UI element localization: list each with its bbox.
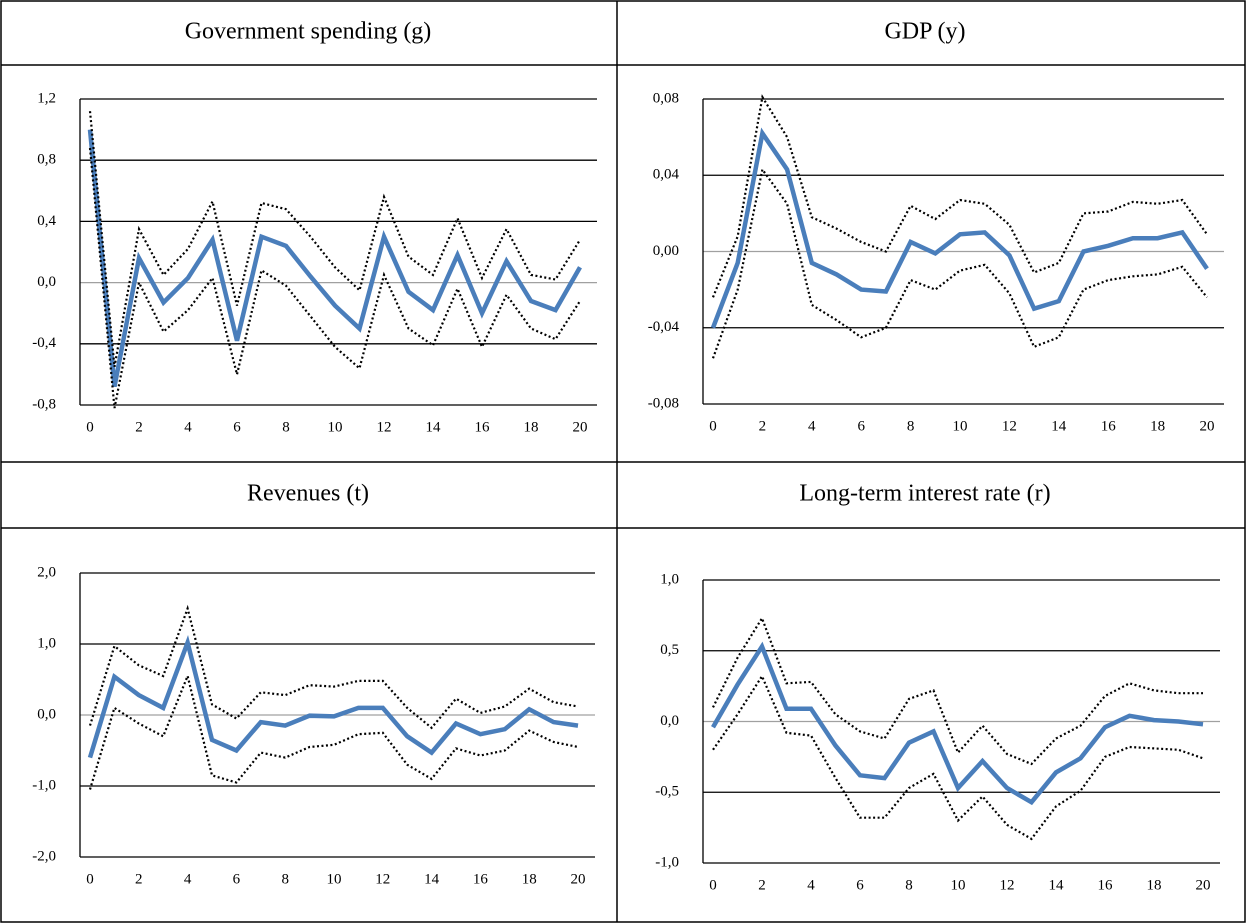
y-tick-label: -1,0 [32, 777, 56, 793]
y-tick-label: 1,0 [660, 571, 679, 587]
x-tick-label: 8 [905, 877, 913, 893]
response-line [711, 641, 1204, 806]
y-tick-label: 0,04 [653, 167, 680, 183]
x-tick-label: 2 [758, 877, 766, 893]
x-tick-label: 4 [184, 419, 192, 435]
y-tick-label: 0,0 [37, 274, 56, 290]
x-tick-label: 6 [856, 877, 864, 893]
x-tick-label: 8 [907, 418, 915, 434]
x-tick-label: 20 [1196, 877, 1211, 893]
y-tick-label: 0,0 [660, 713, 679, 729]
x-tick-label: 20 [573, 419, 588, 435]
x-tick-label: 14 [1049, 877, 1065, 893]
x-tick-label: 20 [1200, 418, 1215, 434]
y-tick-label: -0,04 [648, 319, 680, 335]
x-tick-label: 16 [1101, 418, 1117, 434]
y-tick-label: 2,0 [37, 564, 56, 580]
y-tick-label: -2,0 [32, 848, 56, 864]
x-tick-label: 18 [522, 871, 537, 887]
chart-title: Government spending (g) [185, 19, 432, 45]
x-tick-label: 12 [1002, 418, 1017, 434]
x-tick-label: 18 [1147, 877, 1162, 893]
x-tick-label: 10 [327, 871, 342, 887]
response-line [710, 127, 1209, 329]
x-tick-label: 8 [282, 419, 290, 435]
response-line [87, 129, 582, 388]
x-tick-label: 18 [524, 419, 539, 435]
x-tick-label: 14 [1051, 418, 1067, 434]
x-tick-label: 0 [86, 419, 94, 435]
y-tick-label: -1,0 [655, 854, 679, 870]
x-tick-label: 0 [709, 418, 717, 434]
y-tick-label: -0,4 [32, 335, 56, 351]
x-tick-label: 0 [86, 871, 94, 887]
confidence-band [711, 166, 1208, 359]
x-tick-label: 14 [424, 871, 440, 887]
x-tick-label: 8 [281, 871, 289, 887]
y-tick-label: 0,4 [37, 213, 56, 229]
y-tick-label: -0,08 [648, 395, 679, 411]
x-tick-label: 12 [1000, 877, 1015, 893]
x-tick-label: 4 [184, 871, 192, 887]
y-tick-label: -0,5 [655, 784, 679, 800]
y-tick-label: 0,08 [653, 90, 679, 106]
x-tick-label: 0 [709, 877, 717, 893]
confidence-band [88, 111, 581, 367]
y-tick-label: 1,0 [37, 635, 56, 651]
x-tick-label: 6 [233, 871, 241, 887]
x-tick-label: 12 [377, 419, 392, 435]
y-tick-label: 0,00 [653, 243, 679, 259]
response-line [87, 635, 579, 759]
confidence-band [711, 94, 1208, 298]
x-tick-label: 14 [426, 419, 442, 435]
x-tick-label: 16 [1098, 877, 1114, 893]
confidence-band [712, 615, 1203, 766]
confidence-band [88, 604, 579, 730]
x-tick-label: 10 [953, 418, 968, 434]
x-tick-label: 6 [857, 418, 865, 434]
x-tick-label: 16 [475, 419, 491, 435]
x-tick-label: 10 [951, 877, 966, 893]
x-tick-label: 4 [807, 877, 815, 893]
y-tick-label: 1,2 [37, 90, 56, 106]
y-tick-label: 0,0 [37, 706, 56, 722]
chart-title: GDP (y) [884, 19, 965, 45]
confidence-band [712, 673, 1204, 841]
x-tick-label: 2 [135, 871, 143, 887]
confidence-band [88, 147, 581, 409]
chart-title: Revenues (t) [247, 481, 369, 507]
x-tick-label: 20 [571, 871, 586, 887]
x-tick-label: 2 [759, 418, 767, 434]
x-tick-label: 4 [808, 418, 816, 434]
x-tick-label: 18 [1150, 418, 1165, 434]
y-tick-label: -0,8 [32, 396, 56, 412]
x-tick-label: 16 [473, 871, 489, 887]
y-tick-label: 0,5 [660, 642, 679, 658]
x-tick-label: 6 [233, 419, 241, 435]
chart-title: Long-term interest rate (r) [799, 481, 1050, 507]
confidence-band [88, 672, 579, 790]
x-tick-label: 10 [328, 419, 343, 435]
y-tick-label: 0,8 [37, 152, 56, 168]
x-tick-label: 2 [135, 419, 143, 435]
x-tick-label: 12 [375, 871, 390, 887]
